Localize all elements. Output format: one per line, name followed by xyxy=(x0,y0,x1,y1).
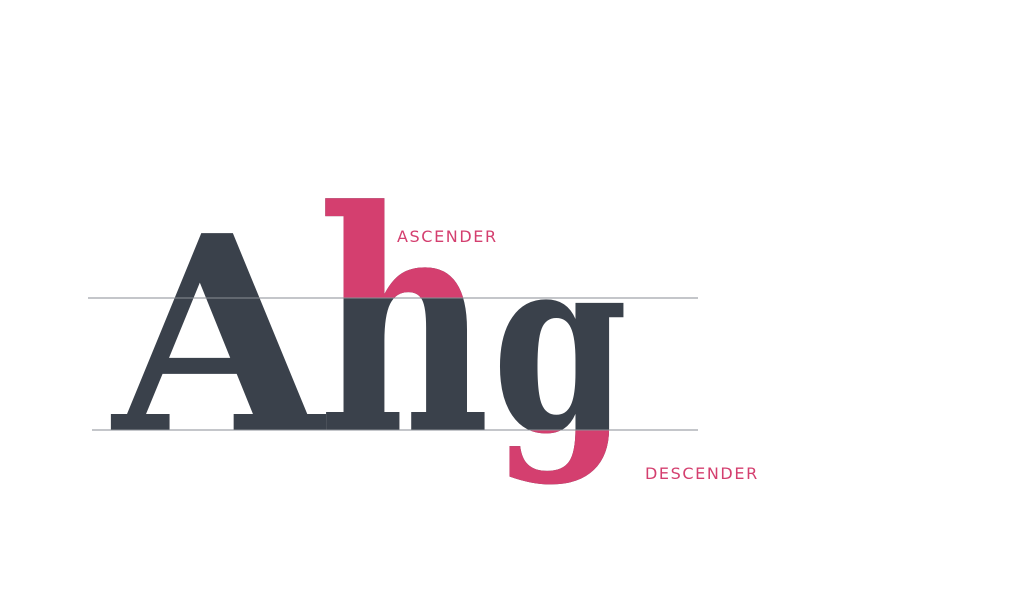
letter-g-descender-highlight: g xyxy=(492,200,628,488)
letter-g-body: g xyxy=(492,200,628,488)
letter-h-ascender-highlight: h xyxy=(318,144,490,502)
ascender-label: ASCENDER xyxy=(397,227,498,246)
letter-a: A xyxy=(109,176,329,494)
descender-label: DESCENDER xyxy=(645,464,759,483)
letter-g: g g xyxy=(492,200,628,488)
letter-h: h h xyxy=(318,144,490,502)
letter-h-body: h xyxy=(318,144,490,502)
